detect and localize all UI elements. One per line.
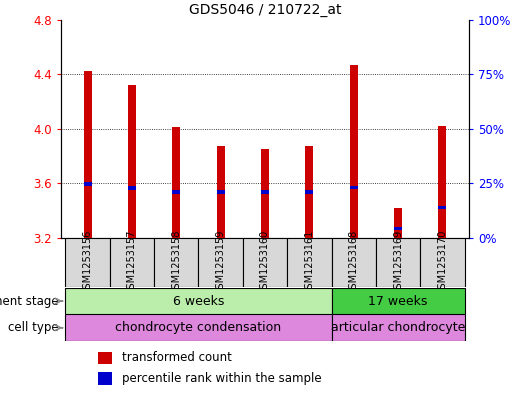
Bar [332, 238, 376, 287]
Bar [110, 238, 154, 287]
Bar [332, 288, 465, 314]
Bar [172, 190, 180, 194]
Bar [217, 147, 225, 238]
Text: GSM1253169: GSM1253169 [393, 230, 403, 295]
Bar [128, 186, 136, 190]
Bar [217, 190, 225, 194]
Bar [98, 372, 112, 384]
Text: 6 weeks: 6 weeks [173, 294, 224, 308]
Bar [65, 288, 332, 314]
Text: percentile rank within the sample: percentile rank within the sample [122, 372, 322, 385]
Text: GSM1253157: GSM1253157 [127, 230, 137, 295]
Text: GSM1253168: GSM1253168 [349, 230, 359, 295]
Bar [420, 238, 465, 287]
Bar [305, 147, 313, 238]
Text: GSM1253156: GSM1253156 [83, 230, 93, 295]
Bar [332, 314, 465, 341]
Bar [172, 127, 180, 238]
Text: GSM1253161: GSM1253161 [304, 230, 314, 295]
Text: 17 weeks: 17 weeks [368, 294, 428, 308]
Bar [65, 238, 110, 287]
Bar [261, 149, 269, 238]
Text: transformed count: transformed count [122, 351, 232, 364]
Text: GSM1253160: GSM1253160 [260, 230, 270, 295]
Text: development stage: development stage [0, 294, 59, 308]
Bar [305, 190, 313, 194]
Bar [438, 206, 446, 209]
Bar [65, 314, 332, 341]
Bar [438, 126, 446, 238]
Bar [128, 85, 136, 238]
Text: GSM1253170: GSM1253170 [437, 230, 447, 295]
Bar [84, 72, 92, 238]
Bar [243, 238, 287, 287]
Text: articular chondrocyte: articular chondrocyte [331, 321, 465, 334]
Bar [376, 238, 420, 287]
Text: GSM1253158: GSM1253158 [171, 230, 181, 295]
Text: cell type: cell type [8, 321, 59, 334]
Bar [261, 190, 269, 194]
Text: chondrocyte condensation: chondrocyte condensation [116, 321, 281, 334]
Bar [154, 238, 198, 287]
Bar [84, 182, 92, 185]
Bar [394, 208, 402, 238]
Title: GDS5046 / 210722_at: GDS5046 / 210722_at [189, 3, 341, 17]
Bar [394, 226, 402, 230]
Bar [98, 352, 112, 364]
Bar [287, 238, 332, 287]
Bar [350, 185, 358, 189]
Text: GSM1253159: GSM1253159 [216, 230, 226, 295]
Bar [350, 64, 358, 238]
Bar [198, 238, 243, 287]
